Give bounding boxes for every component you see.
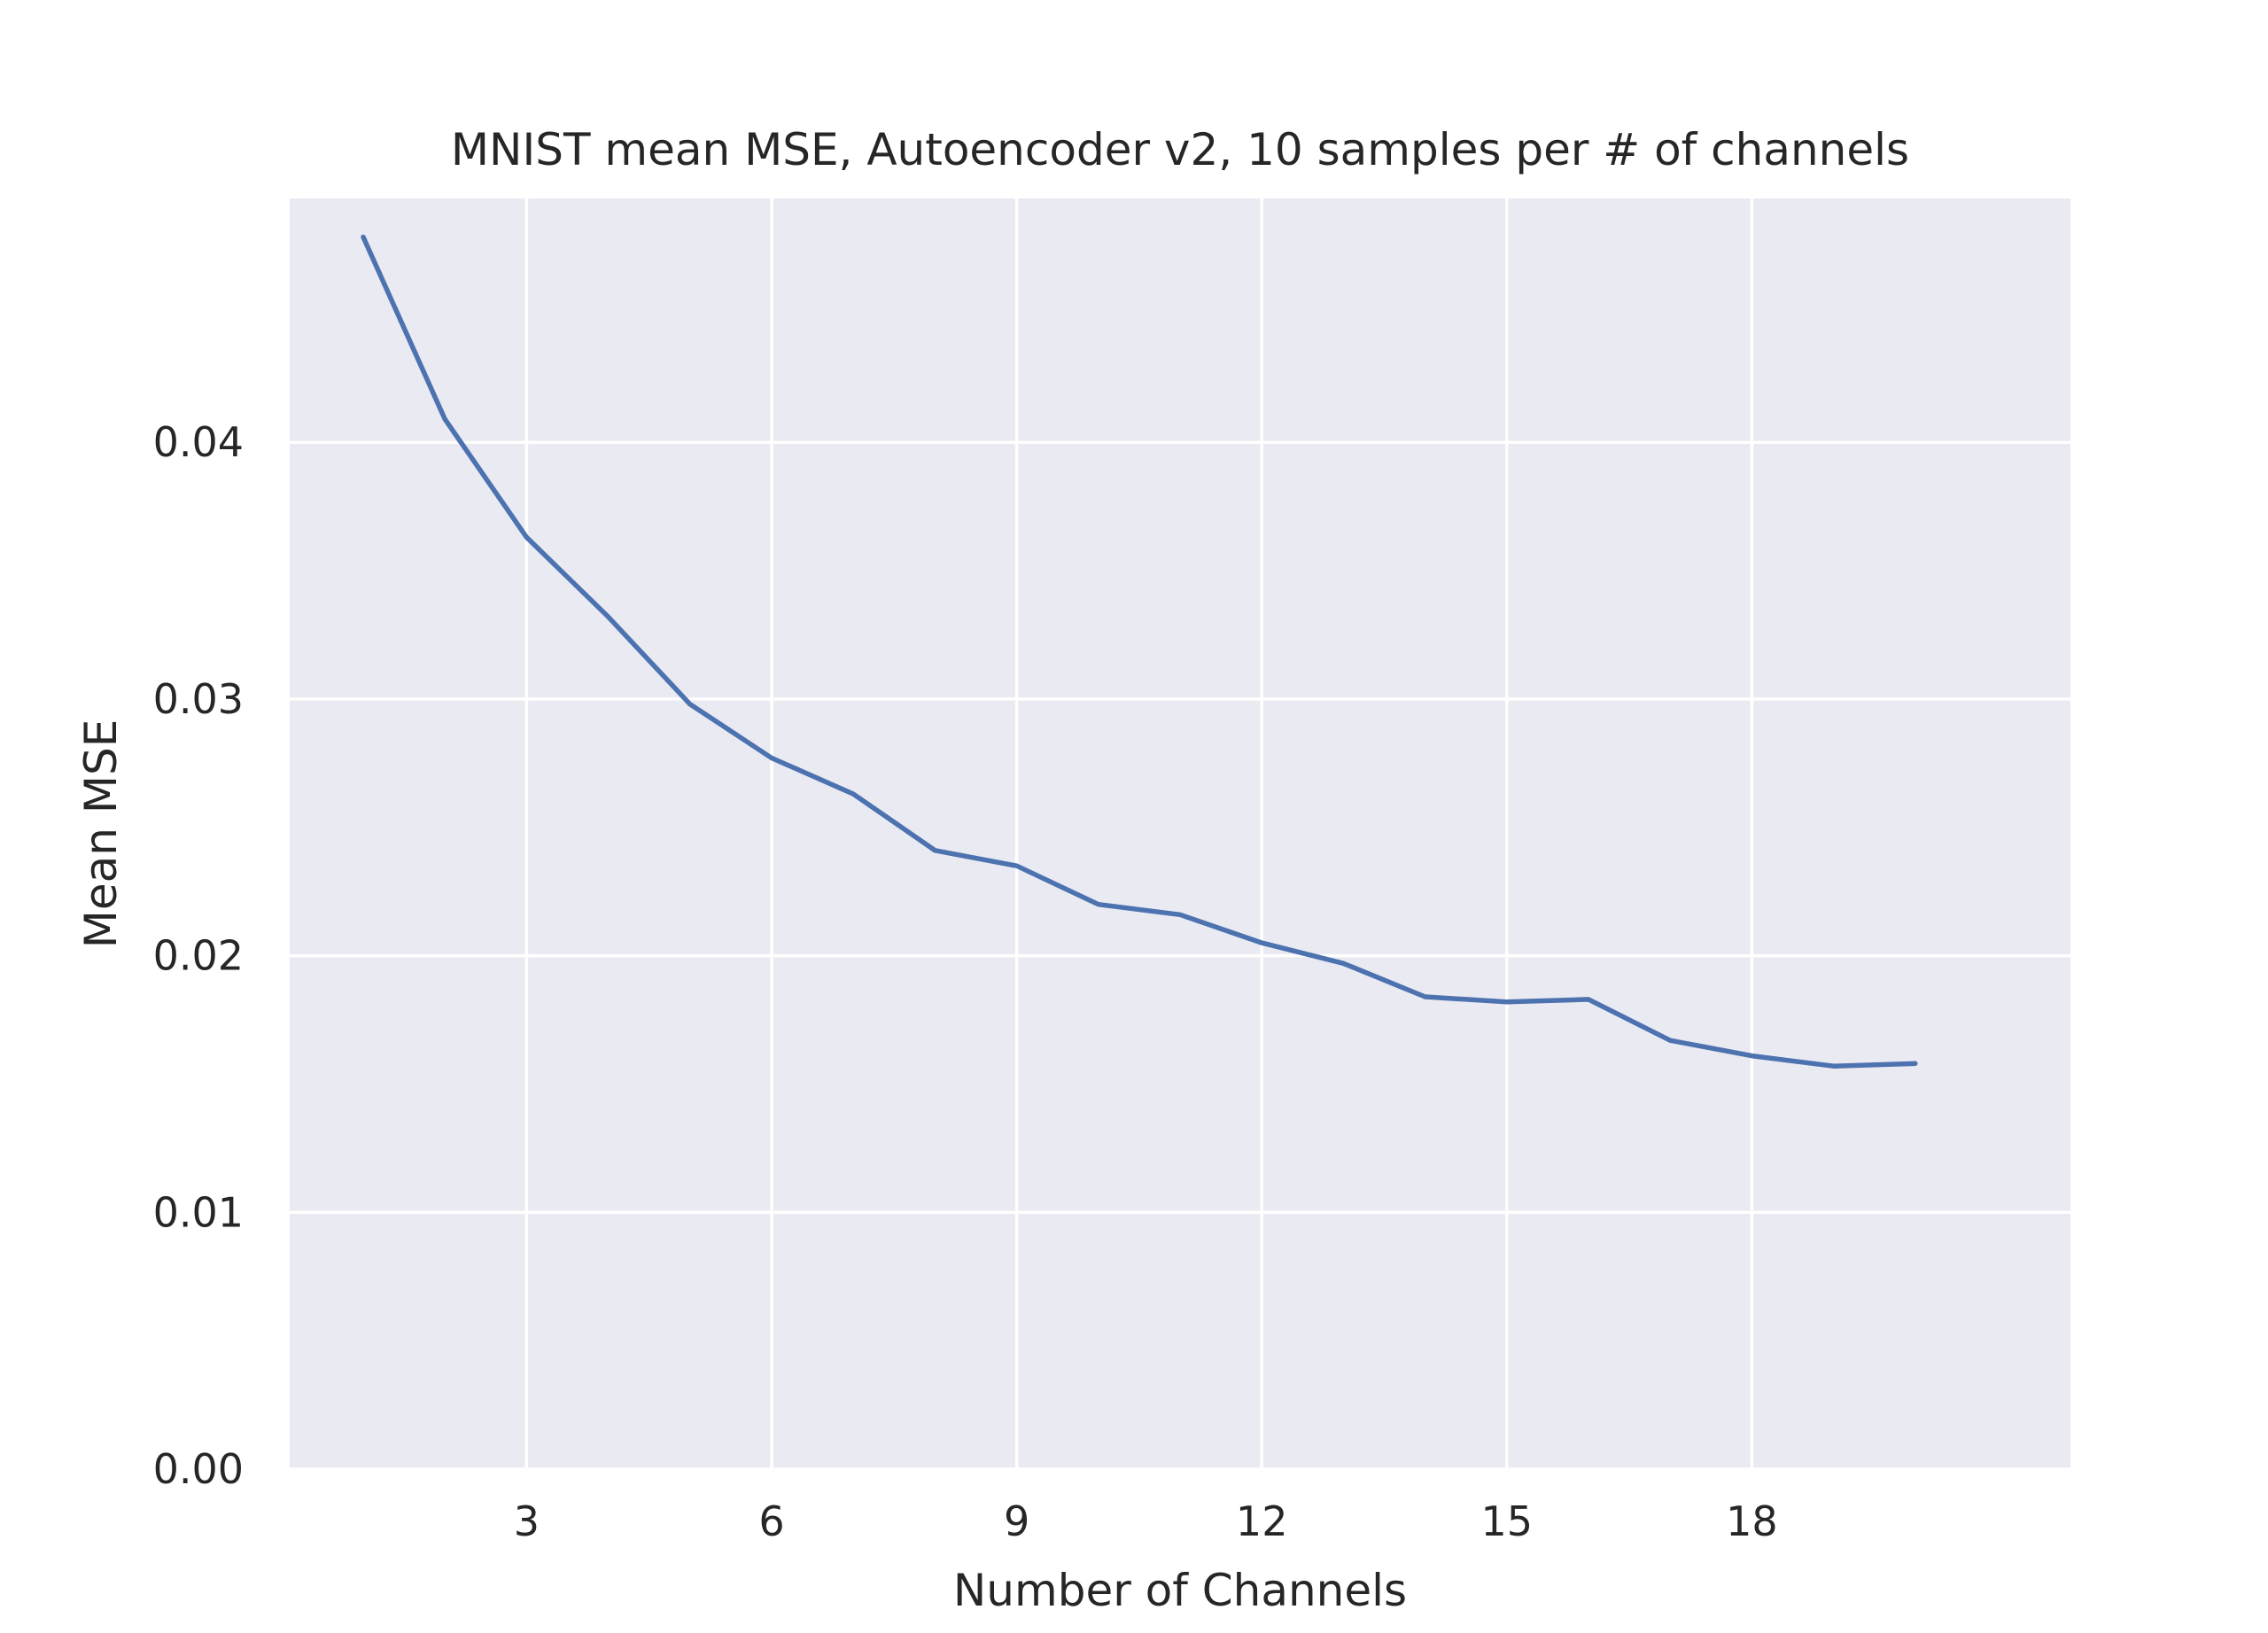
x-tick-label: 18 (1726, 1497, 1778, 1545)
y-tick-label: 0.00 (153, 1445, 244, 1493)
y-tick-label: 0.03 (153, 675, 244, 723)
grid-lines (290, 198, 2070, 1471)
x-tick-label: 6 (758, 1497, 784, 1545)
y-axis-label: Mean MSE (75, 719, 127, 949)
y-tick-label: 0.01 (153, 1188, 244, 1236)
chart-title: MNIST mean MSE, Autoencoder v2, 10 sampl… (451, 124, 1909, 175)
x-tick-label: 12 (1236, 1497, 1288, 1545)
x-tick-label: 3 (514, 1497, 540, 1545)
x-tick-label: 15 (1481, 1497, 1534, 1545)
y-tick-label: 0.04 (153, 418, 244, 466)
x-tick-label: 9 (1004, 1497, 1029, 1545)
series-layer (361, 234, 1918, 1069)
y-tick-label: 0.02 (153, 932, 244, 980)
series-line (361, 234, 1918, 1069)
plot-background (290, 198, 2070, 1469)
tick-labels: 3 6 9 12 15 18 0.00 0.01 0.02 0.03 0.04 (153, 418, 1778, 1545)
x-axis-label: Number of Channels (953, 1565, 1407, 1616)
